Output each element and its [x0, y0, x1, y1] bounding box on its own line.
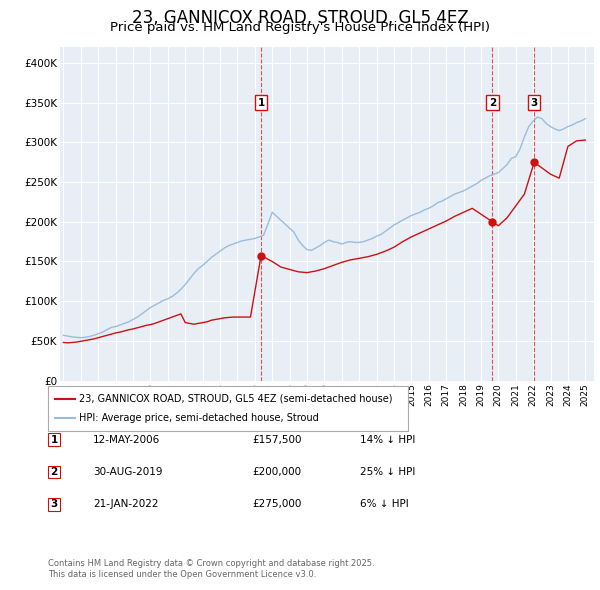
Text: 2: 2 [50, 467, 58, 477]
Text: 30-AUG-2019: 30-AUG-2019 [93, 467, 163, 477]
Text: Price paid vs. HM Land Registry's House Price Index (HPI): Price paid vs. HM Land Registry's House … [110, 21, 490, 34]
Text: £275,000: £275,000 [252, 500, 301, 509]
Text: HPI: Average price, semi-detached house, Stroud: HPI: Average price, semi-detached house,… [79, 414, 319, 423]
Text: 1: 1 [50, 435, 58, 444]
Text: 21-JAN-2022: 21-JAN-2022 [93, 500, 158, 509]
Text: 2: 2 [489, 98, 496, 108]
Text: 23, GANNICOX ROAD, STROUD, GL5 4EZ: 23, GANNICOX ROAD, STROUD, GL5 4EZ [131, 9, 469, 27]
Text: 3: 3 [50, 500, 58, 509]
Text: 6% ↓ HPI: 6% ↓ HPI [360, 500, 409, 509]
Text: Contains HM Land Registry data © Crown copyright and database right 2025.
This d: Contains HM Land Registry data © Crown c… [48, 559, 374, 579]
Text: £200,000: £200,000 [252, 467, 301, 477]
Text: 23, GANNICOX ROAD, STROUD, GL5 4EZ (semi-detached house): 23, GANNICOX ROAD, STROUD, GL5 4EZ (semi… [79, 394, 392, 404]
Text: 1: 1 [257, 98, 265, 108]
Text: £157,500: £157,500 [252, 435, 302, 444]
Text: 14% ↓ HPI: 14% ↓ HPI [360, 435, 415, 444]
Text: 3: 3 [530, 98, 538, 108]
Text: 25% ↓ HPI: 25% ↓ HPI [360, 467, 415, 477]
Text: 12-MAY-2006: 12-MAY-2006 [93, 435, 160, 444]
